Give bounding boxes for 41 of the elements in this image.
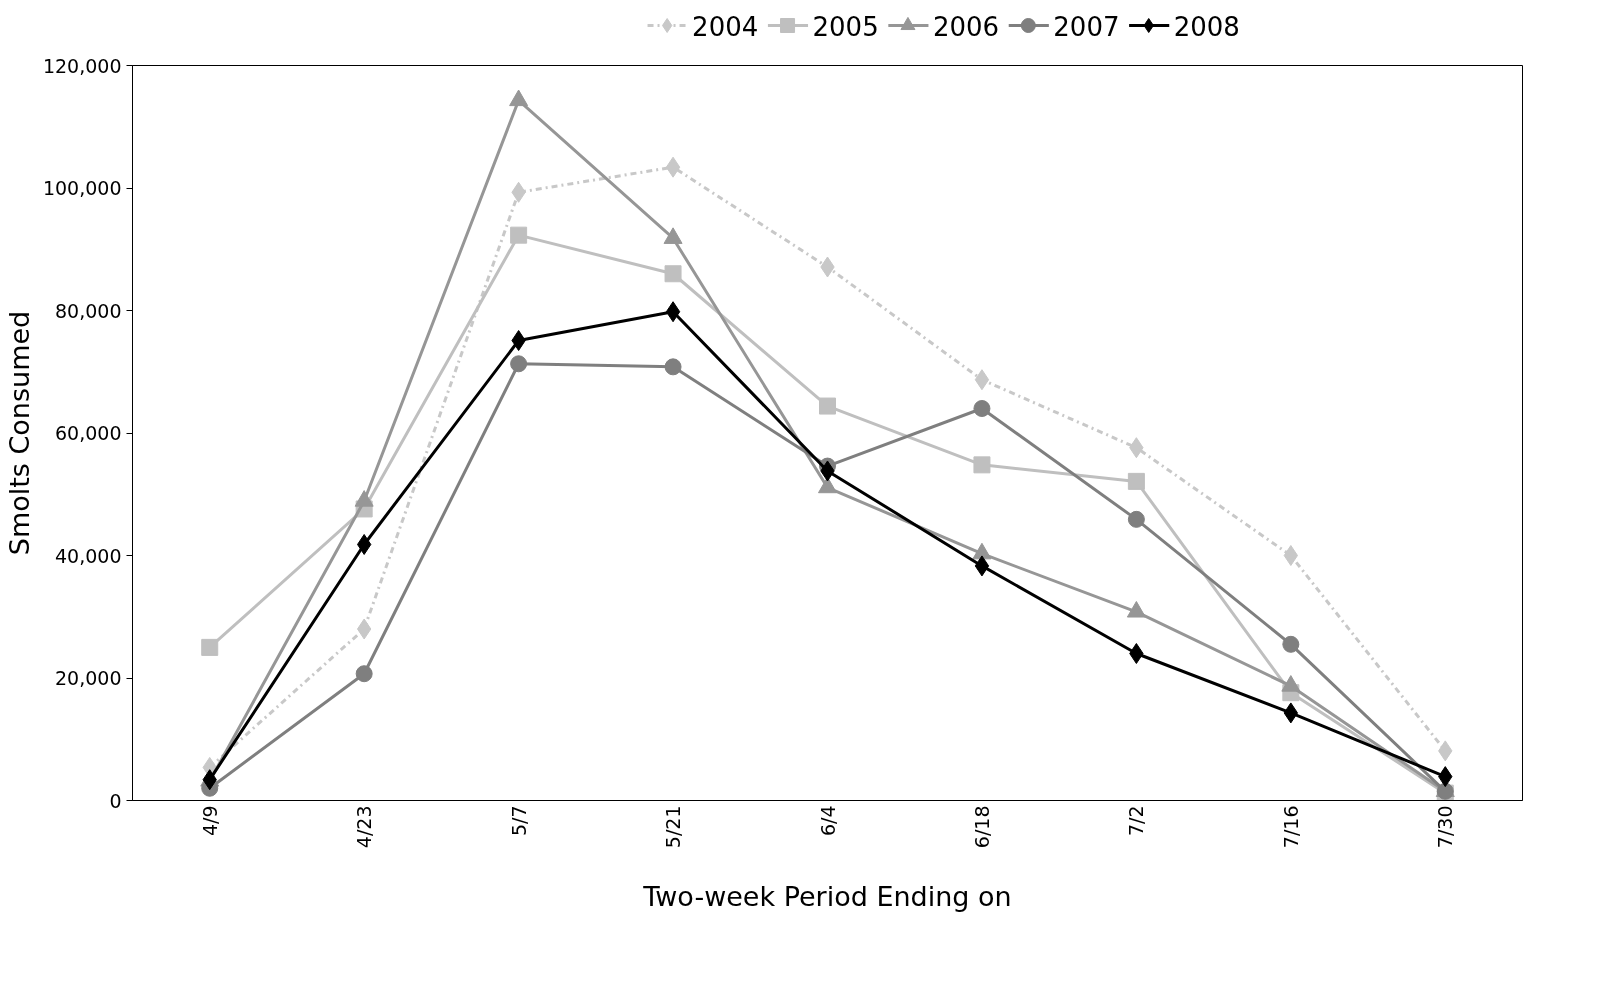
y-tick-label: 60,000 (55, 422, 122, 444)
point (1283, 545, 1298, 566)
point (973, 456, 991, 474)
point (664, 358, 682, 376)
legend-label: 2007 (1053, 11, 1120, 42)
x-tick-label: 4/23 (353, 805, 376, 849)
point (973, 400, 991, 417)
x-tick-label: 6/18 (970, 805, 993, 849)
x-tick-label: 7/30 (1434, 805, 1457, 849)
x-tick-label: 5/21 (662, 805, 685, 849)
y-tick-label: 80,000 (55, 299, 122, 322)
point (201, 638, 219, 656)
x-tick-label: 7/16 (1279, 805, 1302, 849)
y-tick-label: 0 (109, 789, 122, 812)
x-tick-label: 5/7 (507, 805, 530, 837)
x-axis-title: Two-week Period Ending on (642, 881, 1012, 913)
point (1129, 643, 1144, 664)
y-tick-label: 40,000 (55, 544, 122, 567)
y-tick-label: 120,000 (42, 54, 122, 77)
point (665, 156, 681, 178)
legend-label: 2005 (812, 11, 879, 42)
point (974, 555, 990, 577)
point (1127, 472, 1145, 490)
point (819, 397, 836, 415)
point (510, 226, 528, 244)
legend-label: 2004 (692, 11, 759, 42)
y-tick-label: 100,000 (42, 177, 122, 199)
point (665, 301, 681, 323)
legend-label: 2008 (1173, 11, 1240, 42)
point (1282, 635, 1300, 653)
point (974, 369, 990, 391)
point (355, 665, 373, 683)
y-tick-label: 20,000 (55, 667, 122, 689)
point (664, 265, 682, 283)
x-tick-label: 6/4 (816, 805, 839, 837)
point (510, 355, 528, 373)
point (1127, 510, 1145, 528)
x-tick-label: 4/9 (198, 805, 221, 837)
x-tick-label: 7/2 (1125, 805, 1148, 837)
y-axis-title: Smolts Consumed (3, 310, 35, 556)
legend-label: 2006 (932, 11, 1000, 42)
